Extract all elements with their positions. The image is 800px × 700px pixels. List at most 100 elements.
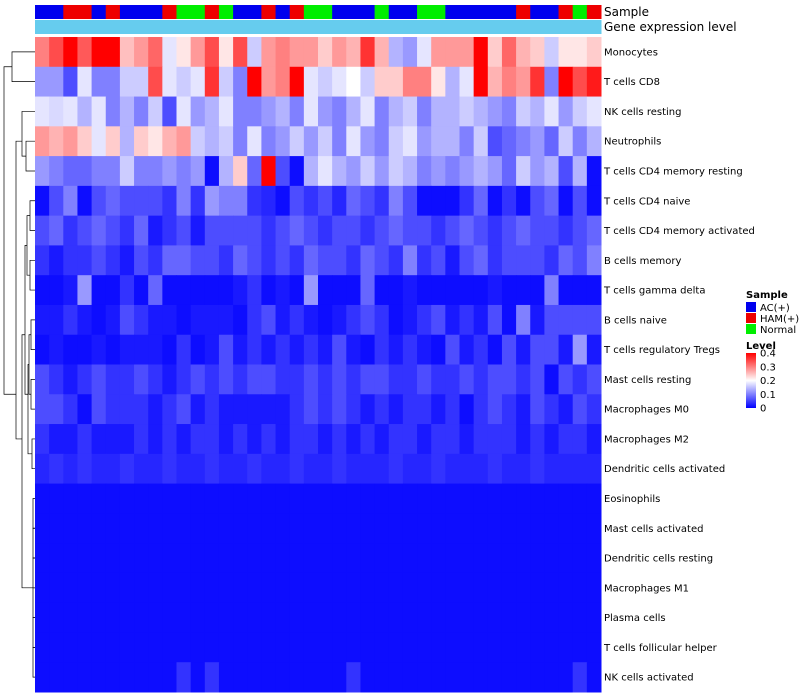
sample-legend-label: Normal xyxy=(760,325,796,336)
heatmap-cell xyxy=(77,543,93,574)
sample-annotation-cell xyxy=(544,5,560,19)
heatmap-cell xyxy=(445,602,460,633)
heatmap-cell xyxy=(77,156,93,187)
gene-expression-cell xyxy=(402,20,418,34)
heatmap-cell xyxy=(346,364,361,395)
heatmap-cell xyxy=(318,424,333,455)
heatmap-cell xyxy=(247,126,262,157)
heatmap-cell xyxy=(417,215,432,246)
heatmap-cell xyxy=(558,245,574,276)
heatmap-cell xyxy=(530,96,545,127)
heatmap-cell xyxy=(487,37,503,68)
heatmap-cell xyxy=(233,453,248,485)
heatmap-cell xyxy=(77,602,93,633)
heatmap-cell xyxy=(233,304,248,336)
heatmap-cell xyxy=(459,483,475,514)
heatmap-cell xyxy=(275,394,291,425)
heatmap-cell xyxy=(586,334,602,365)
heatmap-cell xyxy=(318,304,333,336)
heatmap-cell xyxy=(360,632,376,663)
heatmap-cell xyxy=(303,66,319,98)
heatmap-cell xyxy=(35,185,50,217)
heatmap-cell xyxy=(417,602,432,633)
heatmap-cell xyxy=(77,662,93,693)
heatmap-cell xyxy=(445,245,460,276)
gene-expression-cell xyxy=(303,20,319,34)
heatmap-cell xyxy=(572,185,588,217)
heatmap-cell xyxy=(162,37,177,68)
heatmap-cell xyxy=(49,96,64,127)
heatmap-cell xyxy=(318,334,333,365)
heatmap-cell xyxy=(544,96,560,127)
heatmap-cell xyxy=(91,96,107,127)
heatmap-cell xyxy=(558,543,574,574)
heatmap-cell xyxy=(544,66,560,98)
heatmap-cell xyxy=(445,543,460,574)
row-label: Macrophages M2 xyxy=(604,434,689,445)
heatmap-cell xyxy=(346,334,361,365)
heatmap-cell xyxy=(218,662,234,693)
heatmap-cell xyxy=(459,513,475,544)
heatmap-cell xyxy=(35,37,50,68)
heatmap-cell xyxy=(119,424,135,455)
heatmap-cell xyxy=(586,483,602,514)
dendrogram-branch xyxy=(25,140,35,172)
gene-expression-cell xyxy=(530,20,545,34)
heatmap-cell xyxy=(162,424,177,455)
heatmap-cell xyxy=(261,632,277,663)
heatmap-cell xyxy=(459,185,475,217)
heatmap-cell xyxy=(388,126,404,157)
heatmap-cell xyxy=(35,453,50,485)
heatmap-cell xyxy=(91,513,107,544)
heatmap-cell xyxy=(332,662,347,693)
heatmap-cell xyxy=(162,602,177,633)
heatmap-cell xyxy=(431,572,446,604)
heatmap-cell xyxy=(388,424,404,455)
sample-annotation-cell xyxy=(247,5,262,19)
heatmap-cell xyxy=(303,424,319,455)
heatmap-cell xyxy=(360,662,376,693)
sample-annotation-cell xyxy=(91,5,107,19)
heatmap-cell xyxy=(134,275,149,306)
heatmap-cell xyxy=(35,572,50,604)
heatmap-cell xyxy=(586,394,602,425)
heatmap-cell xyxy=(402,126,418,157)
heatmap-cell xyxy=(318,513,333,544)
heatmap-cell xyxy=(77,424,93,455)
row-label: Dendritic cells activated xyxy=(604,464,725,475)
heatmap-cell xyxy=(49,632,64,663)
heatmap-cell xyxy=(431,96,446,127)
gene-expression-cell xyxy=(417,20,432,34)
heatmap-cell xyxy=(148,334,163,365)
row-dendrogram xyxy=(3,51,35,678)
heatmap-cell xyxy=(516,304,531,336)
heatmap-cell xyxy=(289,364,305,395)
heatmap-cell xyxy=(473,543,489,574)
heatmap-cell xyxy=(148,245,163,276)
heatmap-cell xyxy=(501,662,517,693)
heatmap-cell xyxy=(459,543,475,574)
level-tick-label: 0.1 xyxy=(760,390,776,401)
heatmap-cell xyxy=(516,334,531,365)
heatmap-cell xyxy=(360,66,376,98)
heatmap-cell xyxy=(105,275,121,306)
heatmap-cell xyxy=(501,245,517,276)
heatmap-cell xyxy=(530,394,545,425)
heatmap-cell xyxy=(247,275,262,306)
heatmap-cell xyxy=(204,126,220,157)
heatmap-cell xyxy=(459,126,475,157)
heatmap-cell xyxy=(459,453,475,485)
heatmap-cell xyxy=(91,215,107,246)
heatmap-cell xyxy=(218,602,234,633)
heatmap-cell xyxy=(402,424,418,455)
heatmap-cell xyxy=(176,483,192,514)
heatmap-cell xyxy=(35,602,50,633)
gene-expression-cell xyxy=(289,20,305,34)
sample-legend-label: HAM(+) xyxy=(760,314,799,325)
heatmap-cell xyxy=(388,662,404,693)
heatmap-cell xyxy=(218,543,234,574)
heatmap-cell xyxy=(190,572,206,604)
heatmap-cell xyxy=(275,156,291,187)
heatmap-cell xyxy=(473,513,489,544)
heatmap-cell xyxy=(374,424,390,455)
